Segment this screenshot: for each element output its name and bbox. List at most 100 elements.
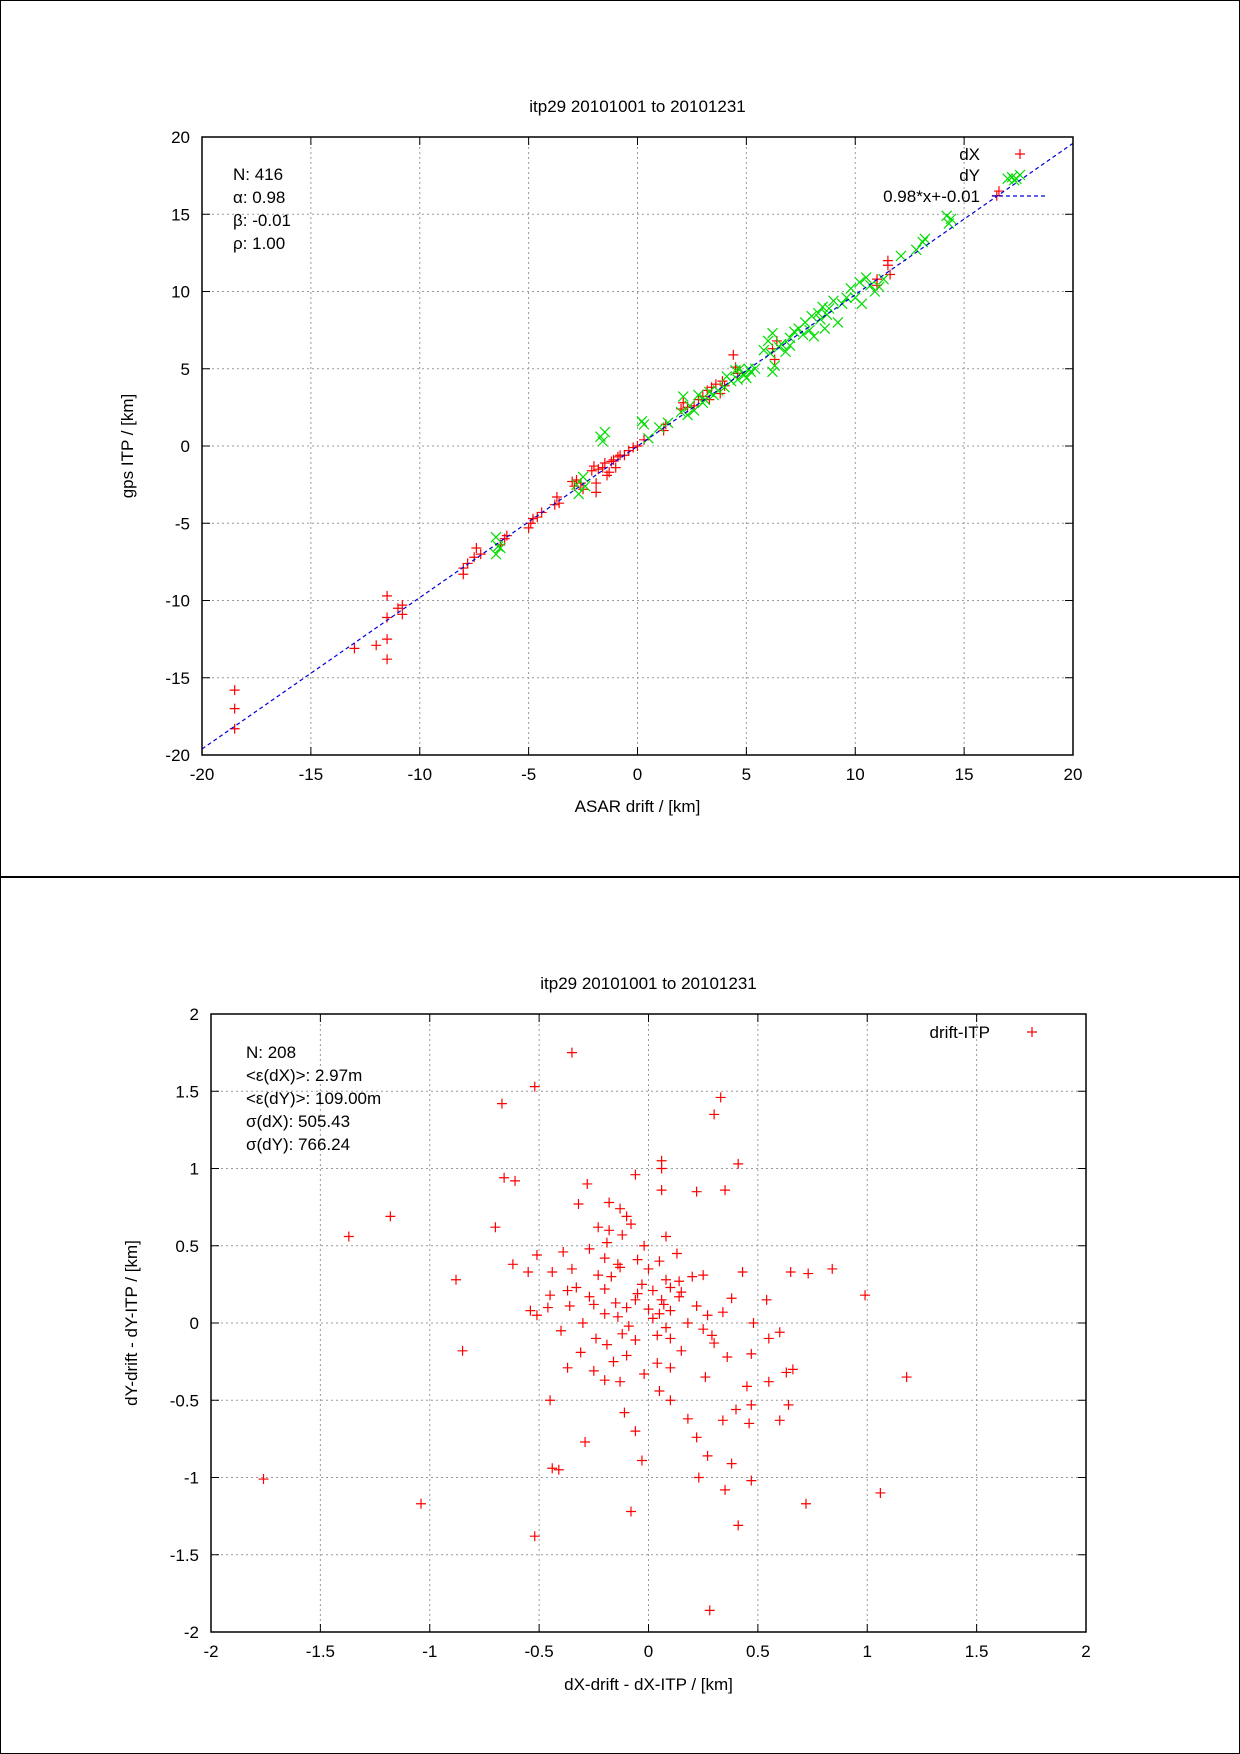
data-point — [621, 1211, 632, 1222]
x-tick-label: 0 — [633, 765, 642, 784]
annotation-line: <ε(dX)>: 2.97m — [246, 1066, 362, 1085]
annotation-line: σ(dX): 505.43 — [246, 1112, 350, 1131]
fit-line — [202, 142, 1073, 750]
y-tick-label: 10 — [171, 283, 190, 302]
x-tick-label: 5 — [742, 765, 751, 784]
y-tick-label: 0 — [190, 1314, 199, 1333]
y-axis-label: dY-drift - dY-ITP / [km] — [122, 1240, 141, 1406]
data-point — [860, 1290, 871, 1301]
data-point — [643, 1304, 654, 1315]
data-point — [647, 1313, 658, 1324]
data-point — [451, 1274, 461, 1285]
data-point — [612, 1311, 623, 1322]
x-tick-label: 0 — [644, 1642, 653, 1661]
data-point — [674, 1276, 685, 1287]
data-point — [731, 1404, 741, 1415]
scatter-chart-asar-vs-gps: -20 -15 -10 -5 0 5 10 15 20 -20 -15 -10 -5 0 5 10 15 20 it… — [118, 97, 1082, 816]
legend-label: dY — [959, 166, 980, 185]
data-point — [643, 1263, 654, 1274]
data-point — [586, 465, 597, 476]
y-tick-label: 15 — [171, 205, 190, 224]
data-point — [584, 1291, 595, 1302]
data-point — [615, 1203, 626, 1214]
data-point — [527, 513, 538, 524]
data-point — [832, 316, 844, 328]
data-point — [763, 1333, 774, 1344]
data-point — [601, 1339, 612, 1350]
data-point — [229, 703, 240, 714]
legend-label: drift-ITP — [930, 1023, 990, 1042]
data-point — [591, 478, 602, 489]
annotation-line: <ε(dY)>: 109.00m — [246, 1089, 381, 1108]
data-point — [675, 406, 687, 418]
data-point — [562, 1285, 573, 1296]
data-point — [746, 1348, 757, 1359]
data-point — [722, 1351, 733, 1362]
data-point — [382, 634, 393, 645]
data-point — [397, 600, 408, 611]
annotation-line: α: 0.98 — [233, 188, 285, 207]
data-point — [580, 1436, 591, 1447]
data-point — [945, 213, 957, 225]
data-point — [698, 1270, 709, 1281]
data-point — [531, 1310, 542, 1321]
data-point — [653, 422, 665, 433]
data-point — [665, 1333, 676, 1344]
x-axis-label: dX-drift - dX-ITP / [km] — [564, 1675, 733, 1694]
data-point — [545, 1395, 556, 1406]
data-point — [471, 542, 482, 553]
data-point — [806, 310, 818, 322]
data-point — [597, 435, 609, 447]
data-point — [656, 1163, 667, 1174]
y-tick-label: 0.5 — [175, 1237, 199, 1256]
data-point — [682, 1413, 693, 1424]
data-point — [819, 323, 831, 335]
y-tick-label: -20 — [165, 746, 190, 765]
data-point — [525, 1305, 536, 1316]
data-point — [691, 1186, 702, 1197]
data-point — [652, 1330, 663, 1341]
data-point — [775, 338, 787, 350]
data-point — [604, 1225, 615, 1236]
data-point — [797, 329, 809, 341]
data-point — [720, 1484, 731, 1495]
data-point — [709, 1338, 720, 1349]
data-point — [910, 244, 922, 256]
data-point — [630, 1426, 641, 1437]
data-point — [665, 1282, 676, 1293]
data-point — [639, 1368, 650, 1379]
data-point — [784, 340, 796, 351]
data-point — [801, 1498, 811, 1509]
data-point — [382, 590, 393, 601]
x-tick-label: -0.5 — [524, 1642, 553, 1661]
data-point — [397, 609, 408, 620]
x-tick-label: -20 — [190, 765, 215, 784]
data-point — [593, 464, 604, 475]
data-point — [733, 1520, 744, 1531]
data-point — [875, 1487, 886, 1498]
data-point — [654, 1256, 665, 1267]
data-point — [758, 344, 770, 356]
data-point — [845, 282, 857, 294]
data-point — [558, 1246, 569, 1257]
data-point — [661, 1322, 671, 1333]
data-point — [630, 1169, 641, 1180]
data-point — [599, 1375, 610, 1386]
data-point — [636, 1455, 647, 1466]
data-point — [642, 432, 654, 444]
data-point — [523, 1267, 534, 1278]
data-point — [677, 391, 689, 402]
data-point — [687, 1271, 698, 1282]
data-point — [567, 476, 578, 487]
data-point — [626, 1219, 636, 1230]
data-point — [702, 1310, 713, 1321]
data-point — [728, 349, 739, 360]
data-point — [704, 1605, 715, 1616]
data-point — [599, 1253, 610, 1264]
data-point — [615, 1262, 626, 1273]
data-point — [542, 1302, 553, 1313]
y-tick-label: -15 — [165, 669, 190, 688]
data-point — [901, 1372, 912, 1383]
data-point — [691, 1301, 702, 1312]
data-point — [780, 346, 791, 358]
